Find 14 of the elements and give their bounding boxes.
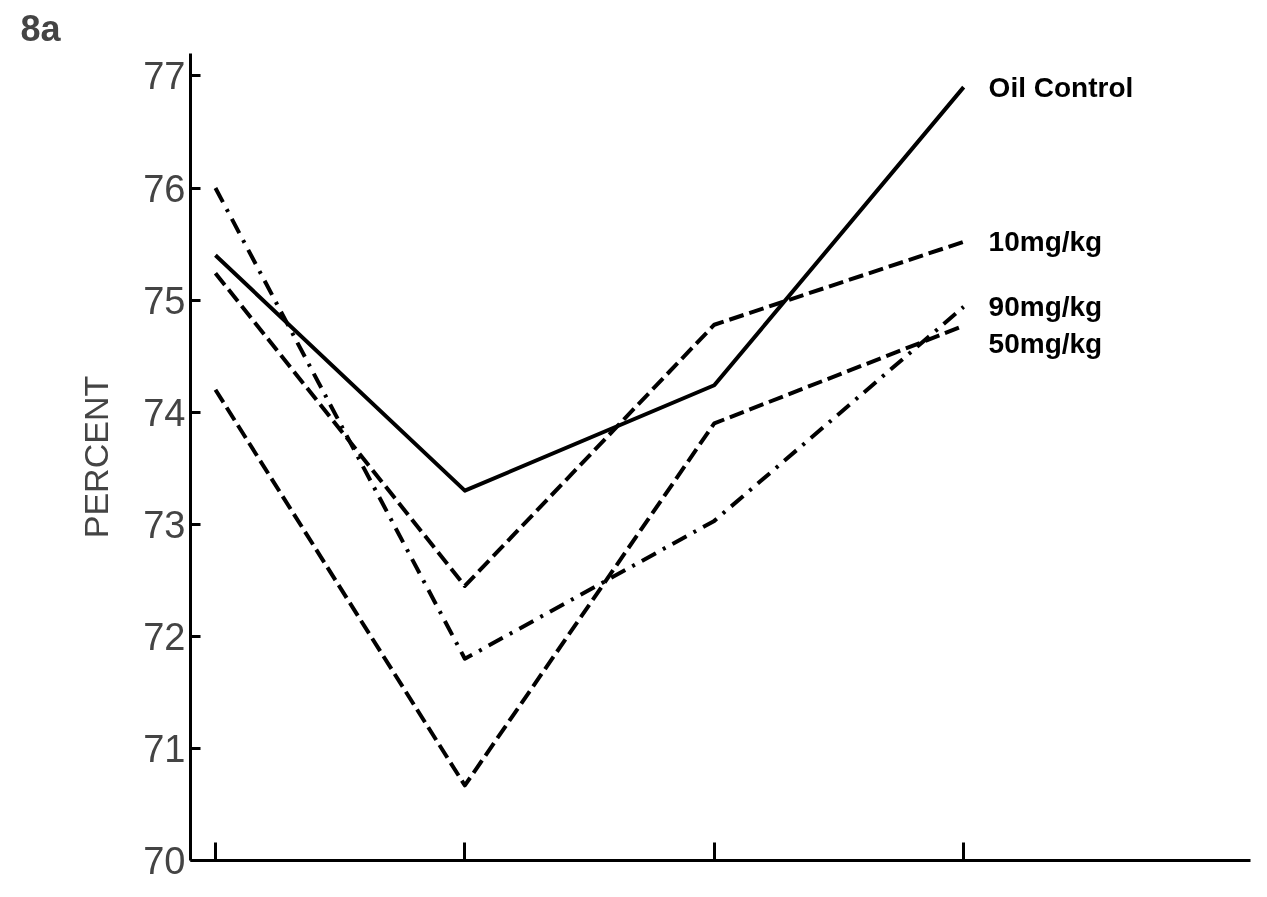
y-tick-label: 75 (143, 279, 186, 322)
y-tick-label: 72 (143, 615, 186, 658)
y-tick-label: 77 (143, 55, 186, 98)
y-tick-label: 73 (143, 503, 186, 546)
chart-title: 8a (20, 7, 62, 49)
y-tick-label: 74 (143, 391, 186, 434)
series-label: Oil Control (988, 71, 1134, 103)
y-tick-label: 70 (143, 840, 186, 882)
series-label: 90mg/kg (988, 291, 1103, 323)
y-axis-title: PERCENT (77, 375, 116, 539)
series-label: 50mg/kg (988, 327, 1103, 359)
y-tick-label: 76 (143, 167, 186, 210)
series-label: 10mg/kg (988, 226, 1103, 258)
y-tick-label: 71 (143, 727, 186, 770)
